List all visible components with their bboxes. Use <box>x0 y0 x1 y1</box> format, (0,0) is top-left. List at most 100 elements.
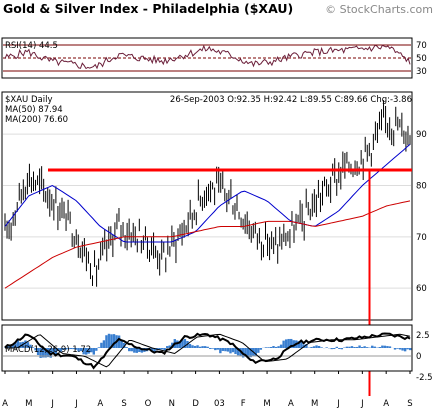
macd-histogram-bar <box>350 346 354 348</box>
macd-histogram-bar <box>168 345 171 348</box>
macd-histogram-bar <box>183 338 187 348</box>
macd-histogram-bar <box>122 342 126 348</box>
x-axis-label: O <box>145 399 152 409</box>
macd-histogram-bar <box>226 348 230 352</box>
macd-histogram-bar <box>188 343 192 348</box>
macd-histogram-bar <box>353 347 356 348</box>
x-axis: A M J J A S O N D 03 F M A M J J A S <box>2 371 413 409</box>
macd-histogram-bar <box>305 343 308 348</box>
macd-histogram-bar <box>355 346 359 348</box>
macd-histogram-bar <box>259 348 263 350</box>
macd-histogram-bar <box>193 345 197 348</box>
macd-histogram-bar <box>345 346 349 348</box>
price-grid <box>3 133 411 289</box>
macd-histogram-bar <box>219 348 222 354</box>
x-axis-label: J <box>74 399 78 409</box>
x-axis-label: A <box>2 399 8 409</box>
macd-histogram-bar <box>234 348 237 355</box>
macd-histogram-bar <box>365 347 369 348</box>
price-tick-label: 70 <box>416 233 427 243</box>
macd-histogram-bar <box>267 347 270 348</box>
macd-histogram-bar <box>247 348 250 358</box>
macd-histogram-bar <box>371 345 374 348</box>
macd-histogram-bar <box>191 345 194 348</box>
macd-histogram-bar <box>383 345 387 348</box>
macd-histogram-bar <box>19 342 22 348</box>
macd-histogram-bar <box>221 348 225 351</box>
macd-tick-neg-2-5: -2.5 <box>416 373 433 383</box>
macd-histogram-bar <box>97 347 101 348</box>
macd-histogram-bar <box>16 340 20 348</box>
macd-histogram-bar <box>54 348 58 355</box>
macd-histogram-bar <box>135 348 139 353</box>
macd-histogram-bar <box>396 348 399 349</box>
price-ticks: 90 80 70 60 <box>416 130 427 294</box>
macd-histogram-bar <box>330 348 333 350</box>
macd-histogram-bar <box>110 334 113 348</box>
macd-histogram-bar <box>216 348 220 350</box>
x-axis-label: S <box>407 399 412 409</box>
macd-histogram-bar <box>153 348 156 352</box>
x-axis-label: A <box>383 399 389 409</box>
macd-histogram-bar <box>401 348 404 351</box>
rsi-label: RSI(14) 44.5 <box>5 41 58 51</box>
x-axis-label: M <box>25 399 32 409</box>
macd-histogram-bar <box>338 348 341 349</box>
macd-histogram-bar <box>166 346 169 348</box>
x-axis-label: S <box>121 399 126 409</box>
watermark: © StockCharts.com <box>325 3 433 16</box>
macd-histogram-bar <box>181 340 184 348</box>
x-axis-label: D <box>192 399 199 409</box>
macd-histogram-bar <box>138 348 141 353</box>
macd-histogram-bar <box>257 348 260 353</box>
macd-histogram-bar <box>140 348 144 353</box>
macd-histogram-bar <box>72 348 75 350</box>
macd-histogram-bar <box>320 347 323 348</box>
macd-histogram-bar <box>312 346 316 348</box>
macd-histogram-bar <box>102 340 106 348</box>
macd-histogram-bar <box>398 348 402 350</box>
macd-histogram-bar <box>57 348 60 352</box>
macd-histogram-bar <box>178 341 182 348</box>
macd-histogram-bar <box>150 348 154 351</box>
macd-histogram-bar <box>249 348 252 358</box>
macd-histogram-bar <box>360 347 364 348</box>
macd-histogram-bar <box>6 345 9 348</box>
price-tick-label: 60 <box>416 284 427 294</box>
x-axis-label: 03 <box>214 399 225 409</box>
macd-histogram-bar <box>388 346 392 348</box>
macd-histogram-bar <box>373 346 376 348</box>
macd-histogram-bar <box>59 348 63 352</box>
macd-histogram-bar <box>74 348 78 350</box>
macd-histogram-bar <box>130 348 133 352</box>
macd-histogram-bar <box>403 348 407 352</box>
macd-tick-0: 0 <box>416 352 421 362</box>
macd-histogram-bar <box>203 346 207 348</box>
chart-title: Gold & Silver Index - Philadelphia ($XAU… <box>3 1 293 16</box>
macd-histogram-bar <box>100 342 103 348</box>
macd-histogram-bar <box>34 348 37 351</box>
rsi-panel: RSI(14) 44.5 70 50 30 <box>1 37 427 79</box>
macd-histogram-bar <box>120 339 123 348</box>
macd-histogram-bar <box>125 347 128 348</box>
macd-histogram-bar <box>90 348 93 353</box>
macd-histogram-bar <box>206 346 209 348</box>
macd-histogram-bar <box>95 348 98 351</box>
macd-histogram-bar <box>160 348 164 350</box>
macd-histogram-bar <box>406 348 409 350</box>
macd-histogram-bar <box>333 348 336 350</box>
macd-histogram-bar <box>335 346 338 348</box>
ma200-label: MA(200) 76.60 <box>5 115 68 125</box>
macd-histogram-bar <box>317 345 321 348</box>
macd-histogram-bar <box>117 335 121 348</box>
macd-histogram-bar <box>269 346 273 348</box>
macd-histogram-bar <box>209 348 212 349</box>
macd-histogram-bar <box>201 346 204 348</box>
macd-histogram-bar <box>386 346 389 348</box>
x-axis-label: J <box>360 399 364 409</box>
macd-histogram-bar <box>31 347 35 348</box>
macd-histogram-bar <box>24 340 27 348</box>
macd-histogram-bar <box>282 340 285 348</box>
macd-histogram-bar <box>92 348 95 355</box>
macd-histogram-bar <box>77 348 80 352</box>
